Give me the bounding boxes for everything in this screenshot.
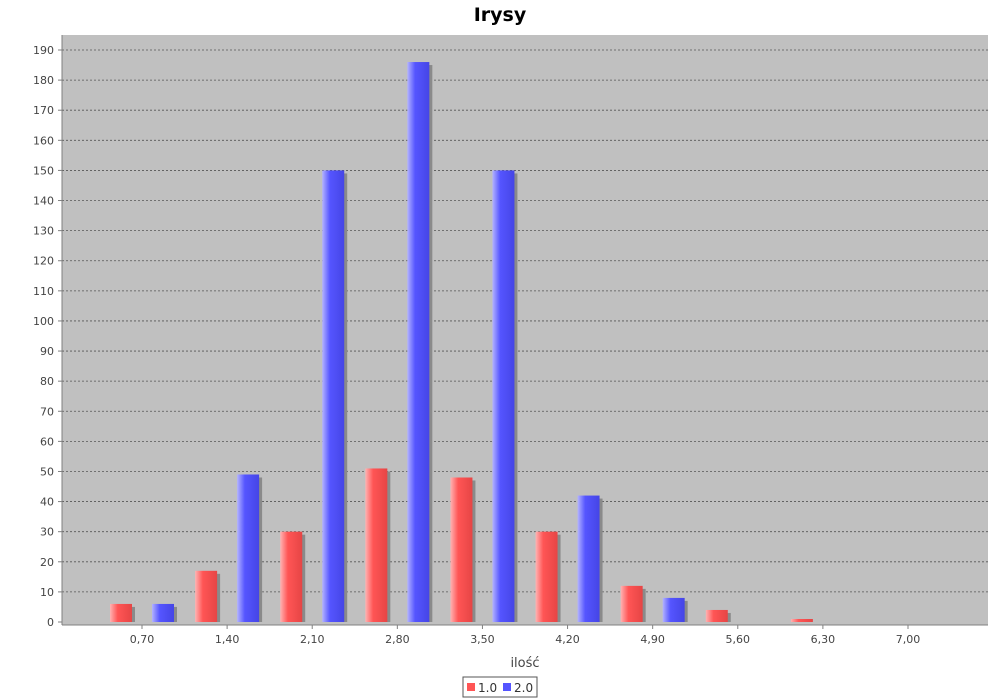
bar [450, 477, 473, 622]
x-tick-label: 4,90 [640, 633, 665, 646]
legend-label: 1.0 [478, 681, 497, 695]
bar [280, 531, 303, 622]
y-tick-label: 120 [33, 255, 54, 268]
x-tick-label: 0,70 [130, 633, 155, 646]
bar [705, 609, 728, 622]
x-axis-ticks: 0,70 1,40 2,10 2,80 3,50 4,20 4,90 5,60 6,30 7,00 [130, 625, 921, 646]
x-tick-label: 6,30 [811, 633, 836, 646]
bar [237, 474, 260, 622]
y-tick-label: 150 [33, 164, 54, 177]
y-axis-ticks: 0 10 20 30 40 50 60 70 80 90 100 110 120 130 140 150 160… [33, 44, 62, 629]
bar [195, 570, 218, 622]
y-tick-label: 80 [40, 375, 54, 388]
bar [152, 603, 174, 622]
y-tick-label: 40 [40, 496, 54, 509]
bars [110, 62, 816, 622]
y-tick-label: 110 [33, 285, 54, 298]
legend-box [462, 676, 538, 698]
y-tick-label: 100 [33, 315, 54, 328]
bar [365, 468, 388, 622]
y-tick-label: 10 [40, 586, 54, 599]
plot-area [62, 35, 988, 625]
bar [620, 585, 643, 622]
bar [790, 618, 813, 622]
y-tick-label: 60 [40, 435, 54, 448]
y-tick-label: 50 [40, 465, 54, 478]
y-tick-label: 20 [40, 556, 54, 569]
bar [110, 603, 132, 622]
x-axis-title: ilość [510, 656, 539, 671]
x-tick-label: 7,00 [896, 633, 921, 646]
x-tick-label: 1,40 [215, 633, 240, 646]
x-tick-label: 4,20 [555, 633, 580, 646]
y-tick-label: 0 [47, 616, 54, 629]
y-tick-label: 170 [33, 104, 54, 117]
y-tick-label: 190 [33, 44, 54, 57]
y-tick-label: 30 [40, 526, 54, 539]
bar [577, 495, 600, 622]
y-tick-label: 130 [33, 225, 54, 238]
chart-title: Irysy [474, 4, 527, 26]
x-tick-label: 2,10 [300, 633, 325, 646]
legend-label: 2.0 [514, 681, 533, 695]
y-tick-label: 90 [40, 345, 54, 358]
y-tick-label: 70 [40, 405, 54, 418]
x-tick-label: 3,50 [470, 633, 495, 646]
legend-swatch [467, 683, 475, 691]
y-tick-label: 140 [33, 195, 54, 208]
bar [322, 170, 345, 622]
x-tick-label: 5,60 [726, 633, 751, 646]
legend: 1.0 2.0 [462, 676, 538, 698]
legend-swatch [503, 683, 511, 691]
x-tick-label: 2,80 [385, 633, 410, 646]
bar [535, 531, 558, 622]
bar [662, 597, 685, 622]
y-tick-label: 160 [33, 134, 54, 147]
y-tick-label: 180 [33, 74, 54, 87]
bar [492, 170, 515, 622]
bar [407, 62, 430, 622]
